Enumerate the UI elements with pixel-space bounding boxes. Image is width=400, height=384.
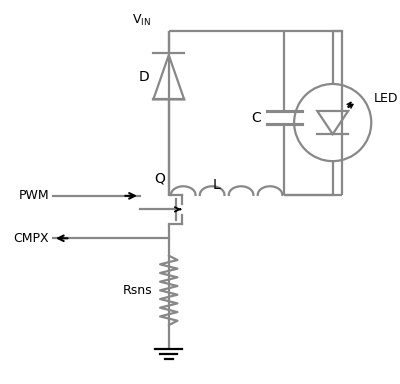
Text: Q: Q — [154, 171, 165, 185]
Text: D: D — [139, 70, 150, 84]
Text: C: C — [252, 111, 261, 125]
Text: PWM: PWM — [18, 189, 49, 202]
Text: LED: LED — [374, 92, 399, 105]
Text: V$_{\mathsf{IN}}$: V$_{\mathsf{IN}}$ — [132, 13, 152, 28]
Text: CMPX: CMPX — [14, 232, 49, 245]
Text: Rsns: Rsns — [123, 284, 152, 297]
Text: L: L — [213, 177, 221, 192]
